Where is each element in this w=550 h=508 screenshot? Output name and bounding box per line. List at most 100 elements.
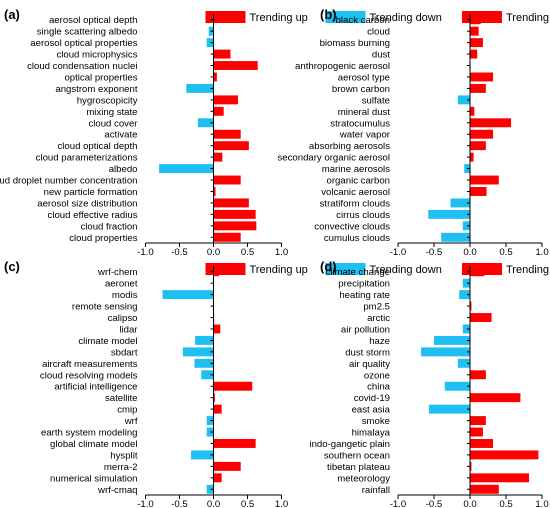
- category-label: cloud droplet number concentration: [0, 176, 138, 187]
- bar: [470, 416, 486, 426]
- bar: [213, 72, 217, 82]
- bar: [213, 267, 219, 277]
- category-label: calipso: [108, 313, 138, 324]
- bar: [434, 335, 470, 345]
- category-label: cloud properties: [69, 233, 137, 244]
- category-label: secondary organic aerosol: [277, 153, 390, 164]
- bar: [470, 370, 486, 380]
- legend-swatch-up: [205, 263, 246, 275]
- bar: [213, 393, 215, 403]
- bar: [213, 106, 224, 116]
- bar: [213, 61, 258, 70]
- category-label: mineral dust: [338, 107, 391, 118]
- chart-panel-3: (c) Trending up Trending down wrf-chemaeron…: [4, 259, 442, 508]
- x-tick-label: 1.0: [535, 499, 548, 508]
- category-label: modis: [112, 290, 138, 301]
- category-label: climate model: [78, 336, 137, 347]
- bar: [162, 290, 214, 300]
- x-tick-label: -0.5: [171, 499, 188, 508]
- bar: [194, 358, 214, 368]
- bar: [421, 347, 470, 357]
- category-label: himalaya: [352, 428, 391, 439]
- bar: [441, 232, 470, 242]
- bar: [470, 175, 499, 185]
- category-label: cumulus clouds: [324, 233, 390, 244]
- category-label: mixing state: [86, 107, 137, 118]
- category-label: earth system modeling: [41, 428, 138, 439]
- legend-swatch-up: [462, 11, 502, 23]
- bar: [470, 129, 494, 139]
- x-tick-label: 1.0: [275, 247, 288, 258]
- category-label: cloud effective radius: [48, 210, 138, 221]
- category-label: activate: [104, 130, 137, 141]
- bar: [470, 439, 494, 448]
- bar: [213, 175, 241, 185]
- bar: [470, 267, 485, 277]
- x-tick-label: 0.0: [463, 247, 476, 258]
- category-label: water vapor: [339, 130, 391, 141]
- bar: [213, 152, 223, 162]
- category-label: precipitation: [338, 279, 390, 290]
- x-tick-label: 0.5: [499, 247, 512, 258]
- bar: [457, 95, 470, 105]
- legend-label-up: Trending up: [506, 12, 550, 24]
- bar: [213, 324, 221, 334]
- category-label: stratocumulus: [330, 118, 390, 129]
- category-label: indo-gangetic plain: [309, 439, 390, 450]
- x-tick-label: -0.5: [426, 247, 443, 258]
- bar: [197, 118, 214, 128]
- x-tick-label: -1.0: [390, 499, 407, 508]
- bar: [213, 473, 222, 483]
- category-label: haze: [369, 336, 390, 347]
- x-tick-label: 0.5: [241, 499, 254, 508]
- bar: [470, 427, 483, 437]
- category-label: cmip: [117, 405, 137, 416]
- bar: [213, 232, 241, 242]
- bar: [470, 83, 486, 93]
- category-label: brown carbon: [332, 84, 390, 95]
- bar: [462, 221, 470, 231]
- category-label: air pollution: [341, 324, 390, 335]
- category-label: southern ocean: [324, 450, 390, 461]
- bar: [470, 301, 472, 311]
- panel-label: (b): [320, 7, 337, 22]
- category-label: pm2.5: [363, 302, 390, 313]
- x-tick-label: 0.0: [207, 499, 220, 508]
- legend-swatch-up: [205, 11, 246, 23]
- bar: [444, 381, 470, 391]
- bar: [206, 38, 214, 48]
- bar: [462, 324, 470, 334]
- bar: [470, 473, 530, 483]
- category-label: merra-2: [104, 462, 138, 473]
- bar: [213, 381, 253, 391]
- category-label: aeronet: [105, 279, 138, 290]
- category-label: sbdart: [111, 347, 138, 358]
- bar: [213, 439, 256, 448]
- category-label: anthropogenic aerosol: [295, 61, 390, 72]
- category-label: aerosol type: [338, 72, 390, 83]
- legend-swatch-down: [325, 11, 366, 23]
- category-label: marine aerosols: [322, 164, 390, 175]
- legend-label-up: Trending up: [506, 264, 550, 276]
- bar: [213, 198, 249, 208]
- category-label: aerosol optical properties: [30, 38, 137, 49]
- bar: [213, 129, 241, 139]
- category-label: absorbing aerosols: [309, 141, 390, 152]
- bar: [470, 49, 478, 59]
- category-label: arctic: [367, 313, 390, 324]
- bar: [470, 461, 472, 471]
- bar: [470, 26, 479, 36]
- bar: [428, 209, 470, 219]
- category-label: cloud condensation nuclei: [27, 61, 137, 72]
- category-label: dust: [372, 50, 390, 61]
- category-label: aircraft measurements: [42, 359, 138, 370]
- bar: [206, 416, 214, 426]
- bar: [428, 404, 470, 414]
- legend-label-up: Trending up: [250, 264, 308, 276]
- bar: [206, 427, 214, 437]
- category-label: aerosol optical depth: [49, 15, 138, 26]
- x-tick-label: -0.5: [171, 247, 188, 258]
- bar: [182, 347, 214, 357]
- category-label: wrf-cmaq: [97, 485, 137, 496]
